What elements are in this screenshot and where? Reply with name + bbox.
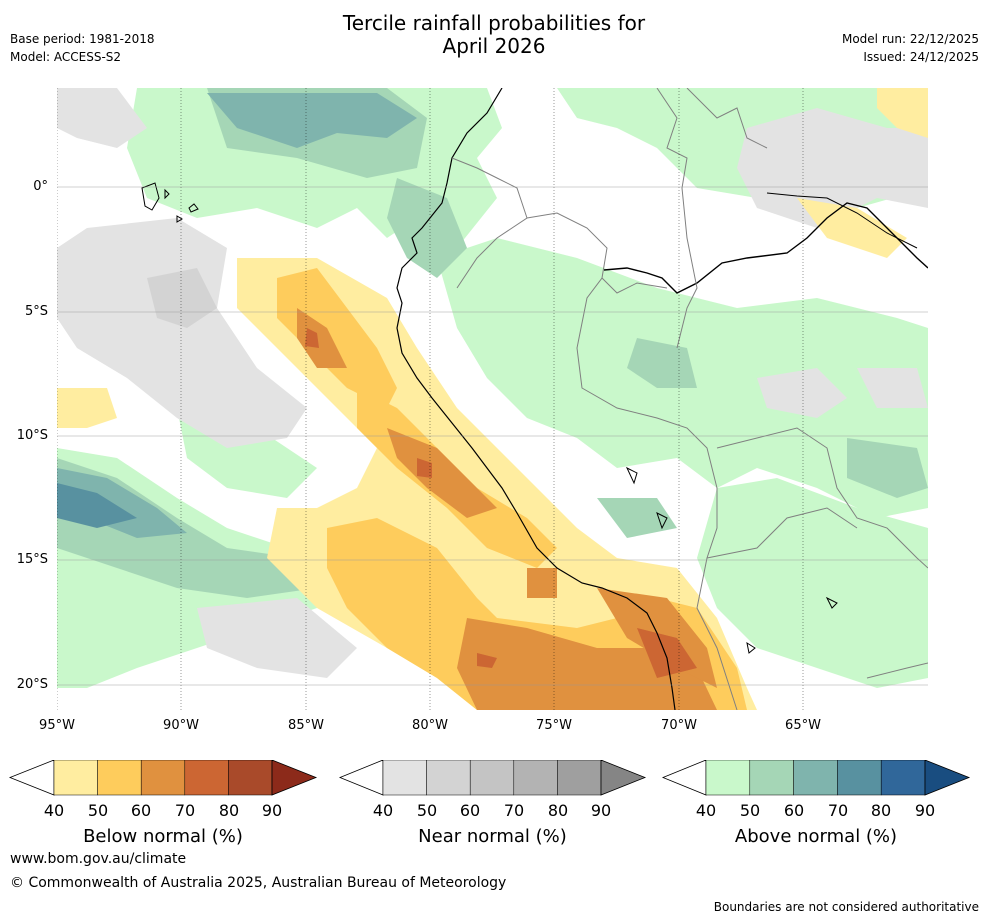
issued-date: Issued: 24/12/2025 [863, 50, 979, 64]
near-normal-regions [57, 88, 928, 678]
country-borders [451, 88, 928, 710]
near-tick-50: 50 [416, 801, 438, 820]
model-run-date: Model run: 22/12/2025 [841, 32, 979, 46]
below-normal-legend-title: Below normal (%) [83, 826, 243, 847]
above-tick-60: 60 [783, 801, 805, 820]
below-colorbar-bin-0 [53, 760, 98, 796]
boundaries-disclaimer: Boundaries are not considered authoritat… [713, 900, 979, 914]
above-colorbar-high-extension [924, 760, 971, 796]
below-normal-colorbar [8, 760, 318, 796]
lon-label-95w: 95°W [39, 718, 75, 733]
below-tick-60: 60 [130, 801, 152, 820]
above-tick-80: 80 [870, 801, 892, 820]
near-colorbar-bin-2 [469, 760, 515, 796]
galapagos-islands [141, 182, 199, 223]
lon-label-65w: 65°W [785, 718, 821, 733]
map-title-line2: April 2026 [442, 34, 546, 58]
above-normal-colorbar [661, 760, 971, 796]
near-normal-legend-title: Near normal (%) [418, 826, 567, 847]
lon-label-80w: 80°W [412, 718, 448, 733]
below-colorbar-bin-3 [184, 760, 229, 796]
lat-label-20s: 20°S [16, 677, 48, 692]
above-colorbar-bin-2 [793, 760, 838, 796]
near-tick-40: 40 [372, 801, 394, 820]
below-normal-regions [57, 88, 928, 710]
lon-label-90w: 90°W [163, 718, 199, 733]
lon-label-75w: 75°W [536, 718, 572, 733]
near-normal-colorbar [338, 760, 647, 796]
website-link[interactable]: www.bom.gov.au/climate [10, 851, 187, 867]
above-tick-70: 70 [827, 801, 849, 820]
below-colorbar-bin-2 [140, 760, 186, 796]
near-tick-80: 80 [547, 801, 569, 820]
near-colorbar-bin-4 [557, 760, 602, 796]
below-colorbar-high-extension [271, 760, 318, 796]
below-colorbar-bin-4 [228, 760, 273, 796]
below-tick-70: 70 [174, 801, 196, 820]
rainfall-probability-map [57, 88, 928, 710]
above-colorbar-low-extension [661, 760, 707, 796]
above-normal-legend-title: Above normal (%) [734, 826, 898, 847]
above-tick-50: 50 [739, 801, 761, 820]
base-period: Base period: 1981-2018 [10, 32, 155, 46]
near-tick-70: 70 [503, 801, 525, 820]
lat-label-5s: 5°S [24, 304, 48, 319]
near-colorbar-low-extension [338, 760, 384, 796]
below-tick-40: 40 [43, 801, 65, 820]
below-tick-50: 50 [87, 801, 109, 820]
lat-label-10s: 10°S [16, 428, 48, 443]
above-tick-90: 90 [914, 801, 936, 820]
near-colorbar-bin-1 [426, 760, 471, 796]
near-colorbar-bin-0 [382, 760, 427, 796]
near-tick-60: 60 [459, 801, 481, 820]
lat-label-0: 0° [33, 179, 48, 194]
above-colorbar-bin-1 [749, 760, 794, 796]
colorbar-legends [8, 760, 971, 796]
below-colorbar-low-extension [8, 760, 55, 796]
model-name: Model: ACCESS-S2 [10, 50, 122, 64]
below-tick-90: 90 [261, 801, 283, 820]
lon-label-70w: 70°W [661, 718, 697, 733]
above-colorbar-bin-3 [837, 760, 882, 796]
near-colorbar-bin-3 [513, 760, 558, 796]
below-colorbar-bin-1 [97, 760, 142, 796]
map-title-line1: Tercile rainfall probabilities for [342, 11, 646, 35]
above-tick-40: 40 [695, 801, 717, 820]
copyright-notice: © Commonwealth of Australia 2025, Austra… [10, 875, 507, 891]
lat-label-15s: 15°S [16, 552, 48, 567]
above-colorbar-bin-4 [880, 760, 926, 796]
near-colorbar-high-extension [600, 760, 647, 796]
coastline [396, 88, 676, 710]
lon-label-85w: 85°W [288, 718, 324, 733]
above-colorbar-bin-0 [705, 760, 751, 796]
amazon-river [603, 202, 928, 294]
map-title: Tercile rainfall probabilities for April… [0, 12, 988, 58]
below-tick-80: 80 [218, 801, 240, 820]
near-tick-90: 90 [590, 801, 612, 820]
